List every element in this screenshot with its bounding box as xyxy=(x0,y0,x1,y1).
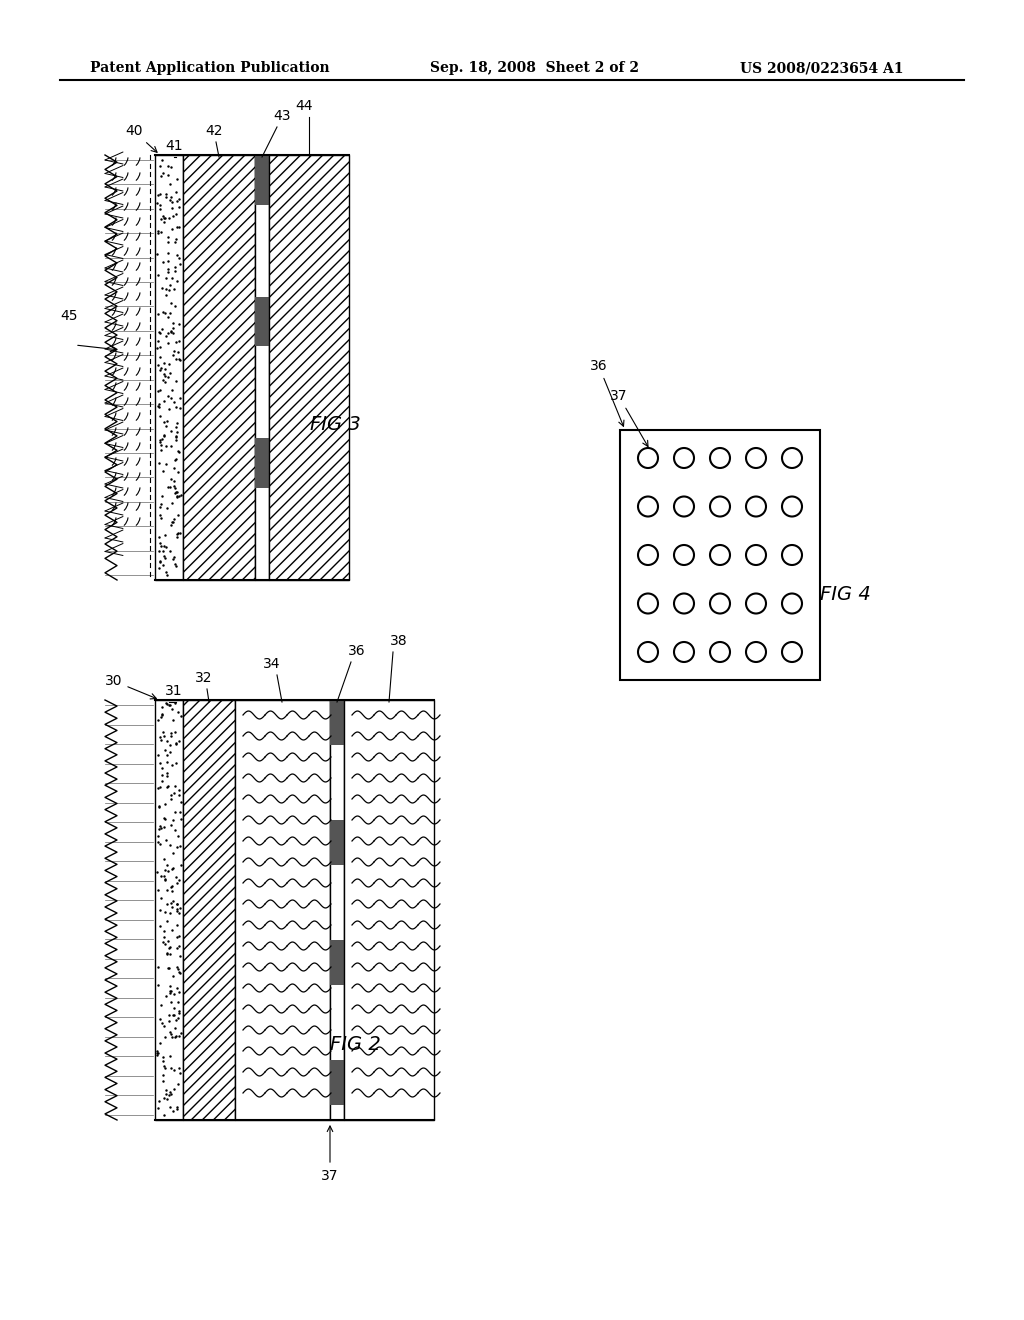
Bar xyxy=(255,297,269,346)
Bar xyxy=(330,700,344,744)
Text: 38: 38 xyxy=(390,634,408,648)
Text: 43: 43 xyxy=(273,110,291,123)
Bar xyxy=(155,700,183,1119)
Bar xyxy=(183,700,234,1119)
Bar xyxy=(330,700,344,1119)
Text: 37: 37 xyxy=(322,1170,339,1183)
Text: 44: 44 xyxy=(295,99,312,114)
Bar xyxy=(620,430,820,680)
Bar xyxy=(255,154,269,579)
Text: 34: 34 xyxy=(263,657,281,671)
Bar xyxy=(344,700,434,1119)
Text: 42: 42 xyxy=(205,124,223,139)
Bar xyxy=(255,154,269,205)
Text: 40: 40 xyxy=(125,124,157,152)
Bar xyxy=(330,1060,344,1105)
Bar xyxy=(330,940,344,985)
Bar xyxy=(183,154,255,579)
Text: 41: 41 xyxy=(165,139,183,153)
Text: 36: 36 xyxy=(348,644,366,657)
Text: Patent Application Publication: Patent Application Publication xyxy=(90,61,330,75)
Text: FIG 3: FIG 3 xyxy=(310,414,360,434)
Text: Sep. 18, 2008  Sheet 2 of 2: Sep. 18, 2008 Sheet 2 of 2 xyxy=(430,61,639,75)
Text: FIG 2: FIG 2 xyxy=(330,1035,381,1053)
Text: 31: 31 xyxy=(165,684,183,698)
Text: 45: 45 xyxy=(60,309,78,323)
Text: 32: 32 xyxy=(196,671,213,685)
Bar xyxy=(155,154,183,579)
Bar xyxy=(234,700,330,1119)
Text: 36: 36 xyxy=(590,359,624,426)
Text: 30: 30 xyxy=(105,675,157,698)
Text: 37: 37 xyxy=(610,389,648,446)
Bar xyxy=(269,154,349,579)
Bar xyxy=(330,820,344,865)
Text: US 2008/0223654 A1: US 2008/0223654 A1 xyxy=(740,61,903,75)
Text: FIG 4: FIG 4 xyxy=(820,585,870,605)
Bar xyxy=(255,438,269,488)
